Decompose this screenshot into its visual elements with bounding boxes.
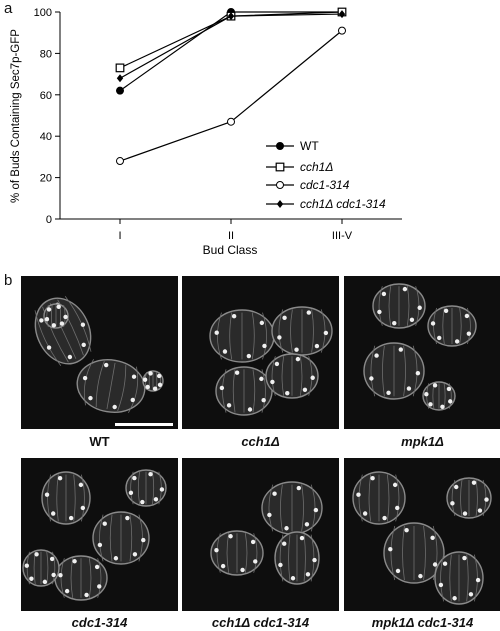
caption-mpk1-cdc1-314: mpk1Δ cdc1-314 [371, 615, 474, 630]
cell [22, 549, 60, 587]
cell [125, 469, 167, 507]
y-tick-label: 80 [40, 48, 52, 60]
cell [352, 471, 406, 525]
data-point [115, 63, 125, 73]
legend-label: cdc1-314 [300, 178, 350, 192]
data-point [227, 12, 235, 21]
cell [76, 358, 146, 414]
micrograph-mpk1 [344, 276, 500, 429]
caption-wt: WT [89, 434, 110, 449]
micrograph-image [352, 471, 492, 605]
cell [383, 522, 445, 584]
micrograph-image [363, 283, 477, 411]
cell [43, 303, 69, 329]
micrograph-cch1-cdc1-314 [182, 458, 339, 611]
legend-entry: cch1Δ [266, 160, 333, 174]
legend-entry: WT [266, 139, 319, 153]
x-tick-label: III-V [332, 230, 353, 242]
data-point [276, 200, 284, 208]
cell [142, 370, 164, 392]
cell [265, 353, 319, 399]
micrograph-cdc1-314 [21, 458, 178, 611]
cell [261, 481, 323, 535]
cell [274, 531, 320, 585]
series-wt [116, 8, 346, 95]
cell [210, 530, 264, 576]
cell [363, 342, 425, 400]
panel-a-letter: a [4, 0, 13, 17]
cell [34, 295, 92, 367]
y-tick-label: 20 [40, 173, 52, 185]
data-point [116, 157, 124, 166]
y-tick-label: 0 [46, 214, 52, 226]
cell [209, 309, 275, 363]
caption-cdc1-314: cdc1-314 [71, 615, 128, 630]
cell [434, 551, 484, 605]
legend-label: cch1Δ [300, 160, 333, 174]
caption-mpk1: mpk1Δ [401, 434, 444, 449]
cell [422, 381, 456, 411]
legend-entry: cch1Δ cdc1-314 [266, 197, 386, 211]
micrograph-mpk1-cdc1-314 [344, 458, 500, 611]
data-point [116, 74, 124, 83]
data-point [276, 142, 284, 150]
data-point [275, 162, 285, 172]
micrograph-wt [21, 276, 178, 429]
cell [427, 305, 477, 347]
y-tick-label: 40 [40, 131, 52, 143]
caption-cch1-cdc1-314: cch1Δ cdc1-314 [211, 615, 310, 630]
x-axis-label: Bud Class [203, 243, 258, 257]
x-tick-label: I [118, 230, 121, 242]
cell [92, 511, 150, 565]
data-point [338, 10, 346, 19]
legend-entry: cdc1-314 [266, 178, 350, 192]
legend-label: WT [300, 139, 319, 153]
micrograph-image [210, 481, 323, 585]
panel-b-letter: b [4, 272, 13, 289]
y-tick-label: 100 [34, 7, 52, 19]
micrograph-image [34, 295, 173, 426]
data-point [276, 181, 284, 189]
cell [54, 555, 108, 601]
y-axis-label: % of Buds Containing Sec7p-GFP [10, 29, 22, 203]
data-point [116, 86, 124, 95]
series-cch1-cdc1-314 [116, 10, 346, 83]
micrograph-image [22, 469, 167, 601]
micrograph-image [209, 306, 333, 416]
cell [215, 366, 273, 416]
y-tick-label: 60 [40, 90, 52, 102]
micrograph-cch1 [182, 276, 339, 429]
cell [41, 471, 91, 525]
series-line [119, 11, 342, 92]
legend-label: cch1Δ cdc1-314 [300, 197, 386, 211]
caption-cch1: cch1Δ [241, 434, 280, 449]
data-point [338, 26, 346, 35]
series-line [119, 13, 343, 79]
scale-bar [115, 423, 173, 426]
data-point [227, 117, 235, 126]
series-cdc1-314 [116, 26, 346, 166]
cell [271, 306, 333, 356]
cell [372, 283, 426, 329]
cell [446, 477, 492, 519]
x-tick-label: II [228, 230, 234, 242]
